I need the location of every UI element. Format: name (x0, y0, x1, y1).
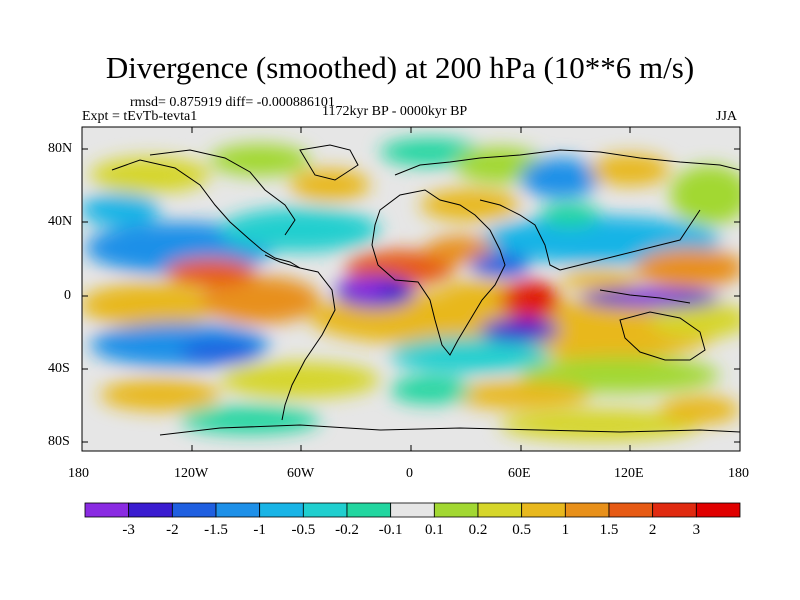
colorbar-swatch (259, 502, 304, 518)
colorbar-label: 3 (693, 522, 701, 538)
lat-label-80s: 80S (48, 434, 70, 449)
colorbar-swatch (521, 502, 566, 518)
colorbar-label: 1.5 (600, 522, 619, 538)
lon-label-180e: 180 (728, 466, 749, 481)
lon-label-0: 0 (406, 466, 413, 481)
coastlines (111, 144, 740, 436)
colorbar-label: 2 (649, 522, 657, 538)
lon-label-180w: 180 (68, 466, 89, 481)
colorbar-swatch (477, 502, 523, 518)
lat-label-40s: 40S (48, 361, 70, 376)
lat-label-40n: 40N (48, 214, 73, 229)
colorbar-label: -0.5 (291, 522, 315, 538)
colorbar-swatch (302, 502, 348, 518)
colorbar-label: -1.5 (204, 522, 228, 538)
lon-label-60e: 60E (508, 466, 531, 481)
colorbar-swatch (652, 502, 697, 518)
colorbar-label: -3 (122, 522, 135, 538)
lon-label-120e: 120E (614, 466, 644, 481)
lon-label-120w: 120W (174, 466, 209, 481)
colorbar-swatch (346, 502, 392, 518)
colorbar-label: 0.1 (425, 522, 444, 538)
colorbar-swatch (564, 502, 610, 518)
period-label: 1172kyr BP - 0000kyr BP (322, 104, 468, 119)
stats-label: rmsd= 0.875919 diff= -0.000886101 (130, 95, 335, 110)
colorbar-swatch (215, 502, 261, 518)
lon-label-60w: 60W (287, 466, 315, 481)
colorbar-label: -1 (253, 522, 266, 538)
divergence-field (82, 138, 740, 441)
colorbar-label: 0.5 (512, 522, 531, 538)
lat-tick-marks (82, 148, 740, 443)
colorbar-swatch (695, 502, 741, 518)
experiment-label: Expt = tEvTb-tevta1 (82, 109, 198, 124)
colorbar-swatch (390, 502, 435, 518)
season-label: JJA (716, 109, 738, 124)
colorbar-swatch (608, 502, 654, 518)
lat-label-80n: 80N (48, 141, 73, 156)
lat-label-eq: 0 (64, 288, 71, 303)
colorbar-swatch (84, 502, 130, 518)
colorbar-label: -0.2 (335, 522, 359, 538)
lon-tick-marks (81, 127, 741, 451)
colorbar-label: -0.1 (379, 522, 403, 538)
colorbar: -3 -2 -1.5 -1 -0.5 -0.2 -0.1 0.1 0.2 0.5 1 1.5 2 3 (84, 502, 741, 538)
colorbar-swatch (171, 502, 217, 518)
colorbar-label: 1 (562, 522, 570, 538)
colorbar-label: 0.2 (469, 522, 488, 538)
map-title: Divergence (smoothed) at 200 hPa (10**6 … (105, 50, 695, 85)
colorbar-label: -2 (166, 522, 179, 538)
colorbar-swatch (128, 502, 173, 518)
colorbar-swatch (433, 502, 479, 518)
